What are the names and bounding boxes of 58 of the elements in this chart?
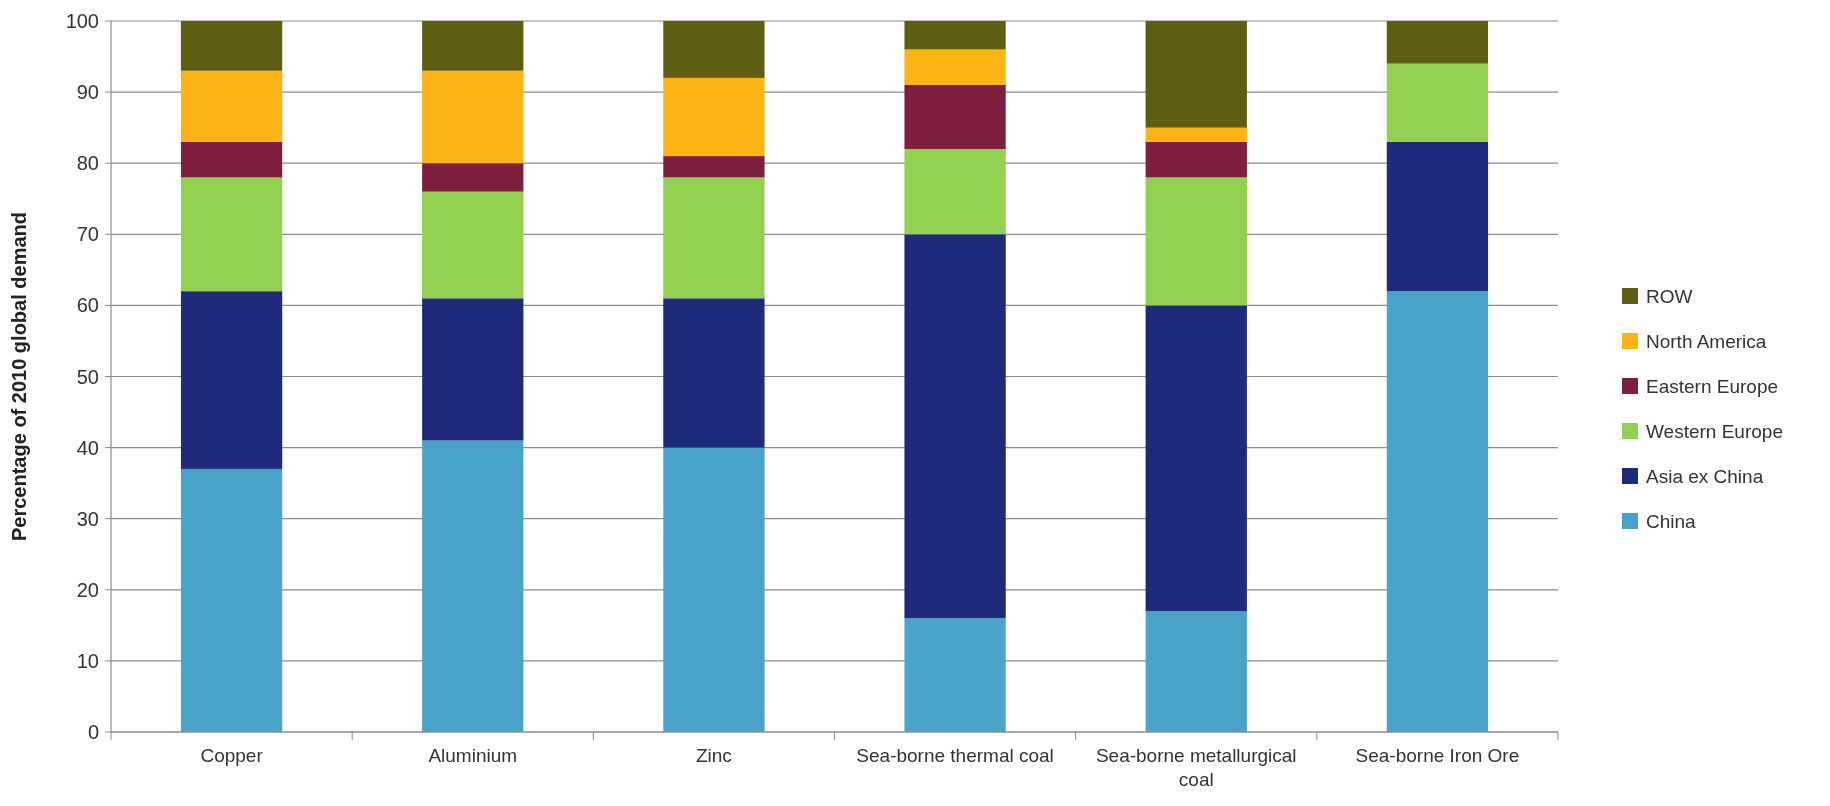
bar xyxy=(422,163,524,192)
bar xyxy=(1386,291,1489,732)
bar xyxy=(904,21,1006,50)
x-tick-label: Sea-borne metallurgical coal xyxy=(1095,745,1297,790)
y-tick-label: 100 xyxy=(65,10,99,32)
x-tick-label: Copper xyxy=(200,745,264,766)
x-tick-label: Aluminium xyxy=(428,745,518,766)
bar xyxy=(1145,611,1247,732)
bar xyxy=(422,70,524,164)
y-tick-label: 90 xyxy=(76,81,99,104)
x-tick-label: Sea-borne thermal coal xyxy=(856,745,1054,766)
bar xyxy=(422,298,524,441)
bar xyxy=(1145,305,1247,612)
legend-label: Eastern Europe xyxy=(1646,375,1779,397)
bar xyxy=(663,77,765,157)
y-tick-label: 80 xyxy=(76,152,99,175)
bar xyxy=(1386,21,1489,64)
bar xyxy=(422,21,524,71)
y-tick-label: 50 xyxy=(76,365,99,388)
x-tick-label: Zinc xyxy=(695,745,732,766)
bar xyxy=(422,440,524,732)
x-tick-label: Sea-borne Iron Ore xyxy=(1355,745,1520,766)
y-tick-label: 20 xyxy=(76,578,99,601)
bar xyxy=(1145,141,1247,178)
y-tick-label: 10 xyxy=(76,649,99,672)
bar xyxy=(180,141,283,178)
bar xyxy=(663,177,765,299)
y-tick-label: 70 xyxy=(76,223,99,246)
bar xyxy=(180,291,283,469)
bar xyxy=(1386,141,1489,292)
bar xyxy=(180,70,283,142)
bar xyxy=(1145,177,1247,306)
y-tick-label: 40 xyxy=(76,436,99,459)
bar xyxy=(904,148,1006,235)
bar xyxy=(663,21,765,78)
legend-label: Asia ex China xyxy=(1646,465,1764,487)
bar xyxy=(180,177,283,292)
bar xyxy=(1145,21,1247,128)
y-tick-label: 60 xyxy=(76,294,99,317)
legend-label: Western Europe xyxy=(1646,420,1783,442)
bar xyxy=(422,191,524,299)
bar xyxy=(663,447,765,732)
y-tick-label: 30 xyxy=(76,507,99,530)
bar xyxy=(904,49,1006,85)
legend-label: China xyxy=(1646,510,1697,532)
bar xyxy=(904,618,1006,732)
bar xyxy=(1145,127,1247,142)
bar xyxy=(663,156,765,178)
bar xyxy=(904,84,1006,149)
bar xyxy=(180,21,283,71)
bar xyxy=(180,468,283,732)
y-axis-title: Percentage of 2010 global demand xyxy=(8,212,30,541)
bar xyxy=(904,234,1006,619)
y-tick-label: 0 xyxy=(87,721,99,743)
legend-label: ROW xyxy=(1646,285,1693,307)
legend-label: North America xyxy=(1646,330,1767,352)
bar xyxy=(1386,63,1489,142)
bar xyxy=(663,298,765,448)
